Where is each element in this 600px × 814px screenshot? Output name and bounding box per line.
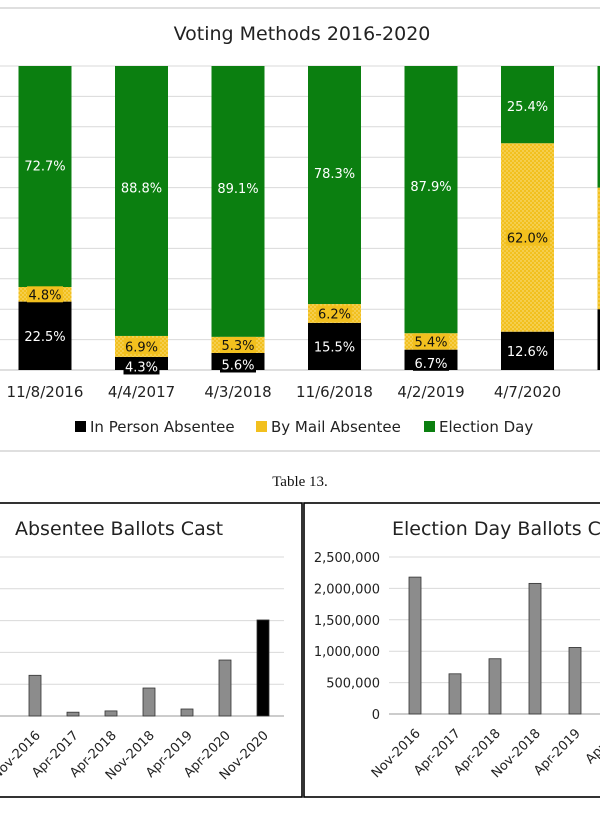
x-tick-label: 4/2/2019 xyxy=(397,383,464,401)
data-label-by-mail: 4.8% xyxy=(28,288,61,303)
bar-election-day xyxy=(115,66,168,336)
x-tick-label: 4/4/2017 xyxy=(108,383,175,401)
chart-title: Voting Methods 2016-2020 xyxy=(174,23,431,45)
y-tick-label: 2,500,000 xyxy=(314,551,380,566)
bar xyxy=(67,712,79,716)
legend-swatch-in-person xyxy=(75,421,86,432)
bar xyxy=(105,711,117,716)
data-label-election-day: 87.9% xyxy=(410,180,451,195)
legend-label-in-person: In Person Absentee xyxy=(90,418,235,436)
chart-title: Absentee Ballots Cast xyxy=(15,518,223,540)
y-tick-label: 0 xyxy=(372,708,380,723)
y-tick-label: 1,000,000 xyxy=(314,645,380,660)
data-label-by-mail: 6.9% xyxy=(125,340,158,355)
bar-election-day xyxy=(19,66,72,287)
bar xyxy=(449,674,461,714)
bar xyxy=(219,660,231,716)
voting-methods-chart: Voting Methods 2016-2020 22.5% 4.8% 72.7% 4… xyxy=(0,0,600,455)
data-label-in-person: 12.6% xyxy=(507,345,548,360)
data-label-election-day: 78.3% xyxy=(314,167,355,182)
data-label-election-day: 72.7% xyxy=(24,159,65,174)
data-label-in-person: 15.5% xyxy=(314,340,355,355)
bar-election-day xyxy=(308,66,361,304)
bar xyxy=(257,620,269,716)
bar xyxy=(489,659,501,714)
legend-label-by-mail: By Mail Absentee xyxy=(271,418,401,436)
data-label-in-person: 6.7% xyxy=(414,357,447,372)
x-tick-label: 4/7/2020 xyxy=(494,383,561,401)
data-label-in-person: 22.5% xyxy=(24,330,65,345)
data-label-by-mail: 62.0% xyxy=(507,231,548,246)
data-label-by-mail: 5.3% xyxy=(221,339,254,354)
legend-label-election-day: Election Day xyxy=(439,418,533,436)
bar xyxy=(29,675,41,716)
bar xyxy=(529,583,541,714)
legend: In Person Absentee By Mail Absentee Elec… xyxy=(75,418,533,436)
bar xyxy=(181,709,193,716)
election-day-ballots-chart: Election Day Ballots Cast 2,500,000 2,000… xyxy=(300,500,600,800)
legend-swatch-election-day xyxy=(424,421,435,432)
bar xyxy=(569,647,581,714)
y-tick-label: 1,500,000 xyxy=(314,614,380,629)
bar-election-day xyxy=(212,66,265,337)
bar-election-day xyxy=(405,66,458,333)
bar xyxy=(409,577,421,714)
x-tick-label: 11/6/2018 xyxy=(296,383,373,401)
y-tick-label: 500,000 xyxy=(326,677,380,692)
chart-title: Election Day Ballots Cast xyxy=(392,518,600,540)
absentee-ballots-chart: Absentee Ballots Cast Nov-2016Apr-2017Ap… xyxy=(0,500,304,800)
data-label-election-day: 88.8% xyxy=(121,181,162,196)
y-tick-label: 2,000,000 xyxy=(314,582,380,597)
data-label-in-person: 4.3% xyxy=(125,360,158,375)
legend-swatch-by-mail xyxy=(256,421,267,432)
data-label-election-day: 25.4% xyxy=(507,100,548,115)
data-label-in-person: 5.6% xyxy=(221,358,254,373)
data-label-by-mail: 5.4% xyxy=(414,335,447,350)
data-label-by-mail: 6.2% xyxy=(318,307,351,322)
x-tick-label: 11/8/2016 xyxy=(7,383,84,401)
bar xyxy=(143,688,155,716)
table-caption: Table 13. xyxy=(0,474,600,491)
data-label-election-day: 89.1% xyxy=(217,182,258,197)
x-tick-label: 4/3/2018 xyxy=(204,383,271,401)
